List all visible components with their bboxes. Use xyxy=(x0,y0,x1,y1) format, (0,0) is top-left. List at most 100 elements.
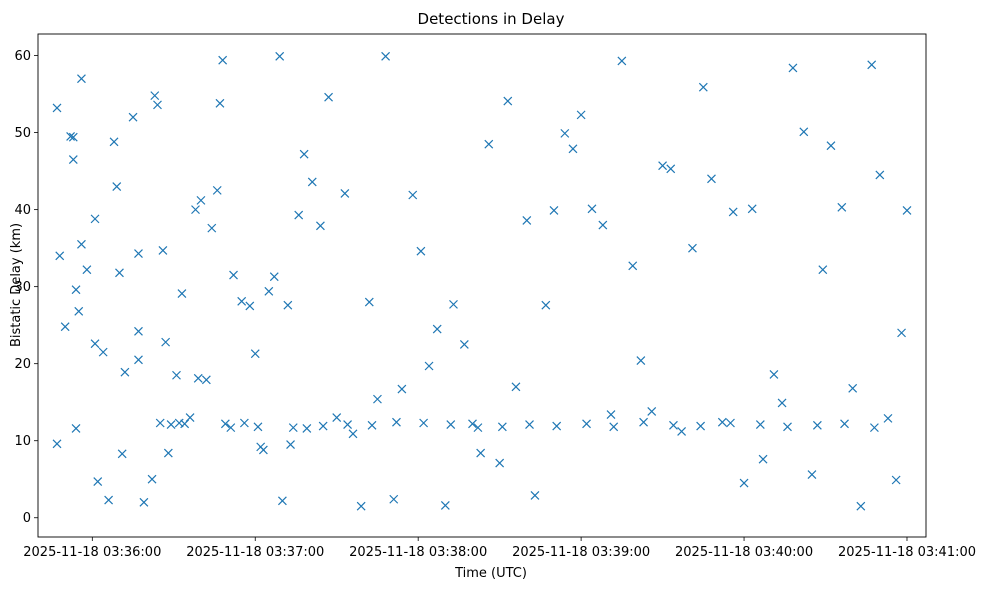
data-point xyxy=(389,494,399,504)
data-point xyxy=(269,272,279,282)
y-tick-label: 10 xyxy=(14,434,31,449)
data-point xyxy=(484,139,494,149)
data-point xyxy=(68,132,78,142)
data-point xyxy=(636,356,646,366)
data-point xyxy=(639,417,649,427)
data-point xyxy=(840,419,849,429)
data-point xyxy=(288,423,298,433)
data-point xyxy=(163,448,173,458)
data-point xyxy=(449,299,458,309)
data-point xyxy=(332,413,342,423)
y-tick-label: 0 xyxy=(23,511,31,526)
data-point xyxy=(647,407,657,416)
data-point xyxy=(617,56,627,66)
data-point xyxy=(606,410,616,419)
data-point xyxy=(364,297,374,307)
data-point xyxy=(74,306,84,316)
data-point xyxy=(115,268,124,278)
data-point xyxy=(541,300,551,310)
data-point xyxy=(68,155,78,164)
data-point xyxy=(90,339,100,349)
data-point xyxy=(440,500,450,510)
data-point xyxy=(468,419,477,429)
data-point xyxy=(419,418,429,428)
data-point xyxy=(367,420,377,430)
data-point xyxy=(788,63,798,73)
data-point xyxy=(891,475,901,485)
data-point xyxy=(117,449,127,459)
data-point xyxy=(104,495,114,505)
data-point xyxy=(340,189,350,198)
data-point xyxy=(177,289,187,299)
chart-title: Detections in Delay xyxy=(418,10,565,28)
x-tick-label: 2025-11-18 03:36:00 xyxy=(23,545,161,560)
data-point xyxy=(134,326,143,336)
data-point xyxy=(424,361,434,371)
data-point xyxy=(883,413,893,423)
data-point xyxy=(134,355,143,365)
data-point xyxy=(253,422,263,432)
data-point xyxy=(226,423,236,433)
data-point xyxy=(576,110,586,120)
data-point xyxy=(495,458,505,468)
data-point xyxy=(747,204,757,214)
data-point xyxy=(473,423,483,433)
data-point xyxy=(666,164,676,174)
data-point xyxy=(777,398,787,408)
data-point xyxy=(628,261,638,271)
data-point xyxy=(549,205,559,215)
data-point xyxy=(459,340,469,349)
data-point xyxy=(239,418,249,428)
data-point xyxy=(848,383,858,393)
data-point xyxy=(191,205,200,215)
data-point xyxy=(728,207,738,217)
data-point xyxy=(90,214,100,224)
data-point xyxy=(218,55,228,65)
data-point xyxy=(109,137,119,147)
data-point xyxy=(869,423,879,433)
data-point xyxy=(277,496,287,506)
data-point xyxy=(902,205,912,215)
data-point xyxy=(147,474,157,484)
data-point xyxy=(264,286,274,296)
data-point xyxy=(128,112,138,122)
x-tick-label: 2025-11-18 03:40:00 xyxy=(675,545,813,560)
data-point xyxy=(71,423,81,433)
data-point xyxy=(155,418,165,428)
data-point xyxy=(568,144,578,154)
data-point xyxy=(717,417,727,427)
y-tick-label: 60 xyxy=(14,49,31,64)
data-point xyxy=(343,420,353,429)
data-point xyxy=(698,82,708,92)
y-tick-label: 40 xyxy=(14,203,31,218)
data-point xyxy=(275,51,285,61)
data-point xyxy=(299,149,309,159)
y-tick-label: 30 xyxy=(14,280,31,295)
data-point xyxy=(677,427,687,436)
data-point xyxy=(739,478,749,488)
x-tick-label: 2025-11-18 03:39:00 xyxy=(512,545,650,560)
data-point xyxy=(446,420,456,429)
data-point xyxy=(837,202,847,212)
data-point xyxy=(408,190,418,200)
data-point xyxy=(196,195,206,205)
data-point xyxy=(867,60,877,70)
x-tick-label: 2025-11-18 03:38:00 xyxy=(349,545,487,560)
data-point xyxy=(71,285,81,295)
data-point xyxy=(229,270,238,280)
data-point xyxy=(93,477,103,486)
y-tick-label: 20 xyxy=(14,357,31,372)
data-point xyxy=(707,174,716,184)
y-axis-ticks: 0 10 20 30 40 50 60 xyxy=(14,49,38,526)
data-point xyxy=(55,251,65,261)
data-point xyxy=(432,324,442,334)
data-point xyxy=(416,246,426,256)
data-point xyxy=(688,243,697,253)
x-axis-label: Time (UTC) xyxy=(454,566,527,581)
data-point xyxy=(286,440,295,449)
x-axis-ticks: 2025-11-18 03:36:00 2025-11-18 03:37:00 20… xyxy=(23,537,976,560)
data-point xyxy=(587,204,597,214)
data-point xyxy=(503,96,513,106)
data-point xyxy=(66,132,76,141)
